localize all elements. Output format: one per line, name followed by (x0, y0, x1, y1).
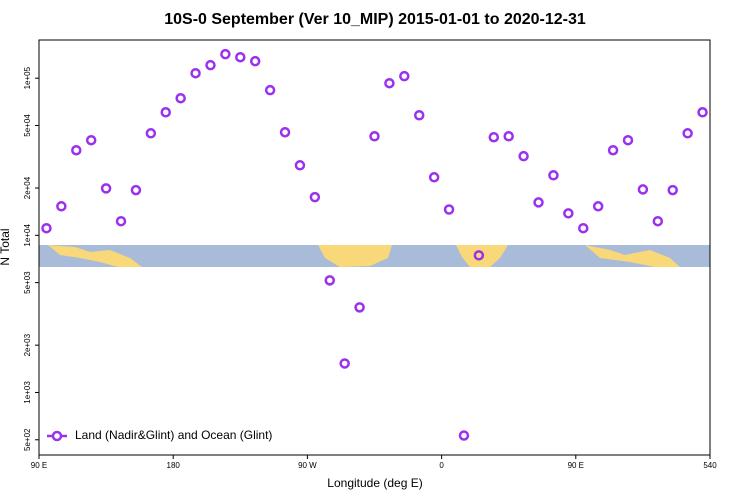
y-tick-label: 2e+03 (23, 333, 32, 356)
y-tick-label: 5e+03 (23, 271, 32, 294)
y-tick-label: 1e+04 (23, 224, 32, 247)
data-point (518, 150, 529, 162)
data-point (71, 144, 82, 156)
data-point (592, 201, 604, 212)
data-point (503, 131, 514, 142)
data-point (235, 51, 246, 63)
data-point (294, 160, 306, 171)
data-point (399, 70, 410, 82)
x-tick-label: 0 (439, 461, 444, 470)
data-point (56, 201, 67, 212)
data-point (697, 107, 708, 118)
data-point (115, 215, 127, 227)
data-point (563, 208, 574, 219)
x-tick-label: 180 (167, 461, 181, 470)
data-point (309, 191, 321, 203)
data-point (533, 197, 544, 208)
data-point (548, 170, 559, 181)
data-point (488, 131, 500, 143)
data-point (175, 92, 186, 104)
data-point (205, 59, 216, 71)
data-point (160, 107, 171, 118)
data-point (413, 109, 425, 121)
x-tick-label: 90 W (298, 461, 317, 470)
data-point (339, 358, 350, 369)
data-point (384, 77, 395, 89)
plot-frame (38, 39, 711, 456)
y-tick-label: 2e+04 (23, 176, 32, 199)
data-point (607, 144, 619, 156)
x-tick-label: 90 E (568, 461, 584, 470)
y-tick-label: 5e+02 (23, 428, 32, 451)
x-tick-label: 540 (703, 461, 717, 470)
data-point (41, 222, 52, 234)
data-point (652, 215, 664, 227)
data-point (264, 84, 276, 96)
y-tick-label: 5e+04 (23, 114, 32, 137)
data-point (100, 183, 112, 194)
data-point (249, 55, 261, 67)
data-point (578, 222, 589, 234)
legend-label: Land (Nadir&Glint) and Ocean (Glint) (75, 428, 272, 442)
data-point (473, 250, 485, 261)
data-point (369, 131, 380, 142)
data-point (354, 302, 365, 313)
data-point (458, 430, 470, 441)
chart-title: 10S-0 September (Ver 10_MIP) 2015-01-01 … (164, 11, 586, 28)
x-axis-label: Longitude (deg E) (327, 476, 422, 490)
data-point (279, 126, 291, 138)
data-point (682, 128, 693, 139)
data-point (145, 128, 157, 139)
data-point (220, 48, 231, 60)
y-tick-label: 1e+05 (23, 66, 32, 89)
data-point (130, 184, 142, 196)
y-tick-label: 1e+03 (23, 381, 32, 404)
data-point (190, 67, 201, 79)
x-tick-label: 90 E (31, 461, 47, 470)
legend-marker (51, 430, 63, 442)
map-band (39, 245, 710, 267)
data-point (428, 172, 440, 183)
data-point (324, 275, 336, 286)
data-point (637, 184, 649, 195)
data-point (622, 134, 634, 146)
data-point (85, 134, 97, 146)
data-point (667, 184, 678, 196)
data-point (443, 204, 455, 215)
y-axis-label: N Total (0, 228, 12, 265)
